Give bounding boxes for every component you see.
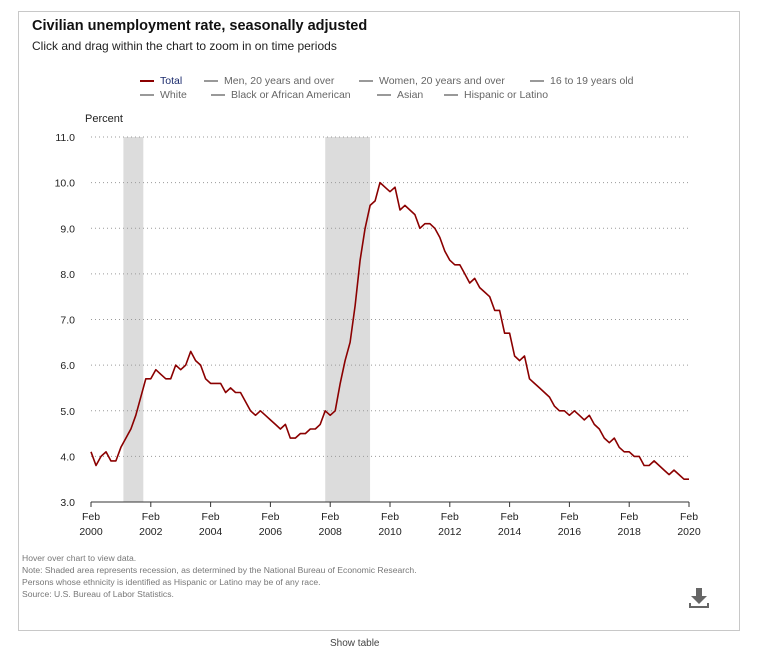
x-tick-month: Feb bbox=[321, 511, 339, 523]
y-tick-label: 10.0 bbox=[55, 178, 76, 190]
note-hover: Hover over chart to view data. bbox=[22, 553, 137, 563]
x-tick-year: 2018 bbox=[618, 526, 642, 538]
legend-item[interactable]: Black or African American bbox=[211, 89, 351, 101]
y-tick-label: 9.0 bbox=[60, 223, 75, 235]
y-tick-label: 8.0 bbox=[60, 269, 75, 281]
legend-swatch bbox=[444, 94, 458, 96]
x-tick-month: Feb bbox=[560, 511, 578, 523]
y-tick-label: 4.0 bbox=[60, 451, 75, 463]
recession-band bbox=[123, 137, 144, 502]
x-tick-year: 2000 bbox=[79, 526, 103, 538]
chart-plot[interactable]: 3.0 4.0 5.0 6.0 7.0 8.0 9.0 10.0 11.0 Percent Feb 2… bbox=[0, 0, 771, 560]
x-tick-month: Feb bbox=[261, 511, 279, 523]
legend-item[interactable]: Total bbox=[140, 75, 182, 87]
x-tick-month: Feb bbox=[501, 511, 519, 523]
x-tick-year: 2012 bbox=[438, 526, 462, 538]
legend-swatch bbox=[530, 80, 544, 82]
legend-item[interactable]: 16 to 19 years old bbox=[530, 75, 633, 87]
legend-item[interactable]: Hispanic or Latino bbox=[444, 89, 548, 101]
y-tick-label: 7.0 bbox=[60, 315, 75, 327]
note-ethnicity: Persons whose ethnicity is identified as… bbox=[22, 577, 321, 587]
x-tick-month: Feb bbox=[441, 511, 459, 523]
legend-swatch bbox=[211, 94, 225, 96]
legend-label: 16 to 19 years old bbox=[550, 75, 634, 87]
legend-swatch bbox=[359, 80, 373, 82]
download-icon[interactable] bbox=[688, 586, 710, 610]
x-tick-year: 2010 bbox=[378, 526, 402, 538]
chart-notes: Hover over chart to view data. Note: Sha… bbox=[22, 552, 417, 600]
legend-item[interactable]: Asian bbox=[377, 89, 423, 101]
legend-label: White bbox=[160, 89, 187, 101]
legend-swatch bbox=[140, 94, 154, 96]
x-tick-month: Feb bbox=[82, 511, 100, 523]
legend-swatch bbox=[204, 80, 218, 82]
x-tick-year: 2006 bbox=[259, 526, 283, 538]
legend-swatch bbox=[377, 94, 391, 96]
legend-item[interactable]: White bbox=[140, 89, 187, 101]
y-tick-label: 6.0 bbox=[60, 360, 75, 372]
chart-title: Civilian unemployment rate, seasonally a… bbox=[32, 18, 368, 34]
y-tick-label: 11.0 bbox=[55, 132, 75, 144]
legend-label: Men, 20 years and over bbox=[224, 75, 335, 87]
y-tick-label: 5.0 bbox=[60, 406, 75, 418]
x-tick-year: 2002 bbox=[139, 526, 163, 538]
x-tick-month: Feb bbox=[680, 511, 698, 523]
y-axis-label: Percent bbox=[85, 113, 123, 125]
legend-item[interactable]: Men, 20 years and over bbox=[204, 75, 334, 87]
x-tick-month: Feb bbox=[381, 511, 399, 523]
series-line-total bbox=[90, 181, 689, 481]
legend-label: Asian bbox=[397, 89, 424, 101]
x-tick-year: 2020 bbox=[677, 526, 701, 538]
x-tick-year: 2014 bbox=[498, 526, 522, 538]
legend-label: Total bbox=[160, 75, 183, 87]
legend-label: Women, 20 years and over bbox=[379, 75, 505, 87]
legend-swatch bbox=[140, 80, 154, 82]
y-tick-label: 3.0 bbox=[60, 497, 75, 509]
x-tick-month: Feb bbox=[620, 511, 638, 523]
note-shading: Note: Shaded area represents recession, … bbox=[22, 565, 417, 575]
legend-label: Hispanic or Latino bbox=[464, 89, 549, 101]
note-source: Source: U.S. Bureau of Labor Statistics. bbox=[22, 589, 174, 599]
x-tick-month: Feb bbox=[142, 511, 160, 523]
legend-label: Black or African American bbox=[231, 89, 351, 101]
legend-item[interactable]: Women, 20 years and over bbox=[359, 75, 505, 87]
x-tick-year: 2016 bbox=[558, 526, 582, 538]
chart-subtitle: Click and drag within the chart to zoom … bbox=[32, 39, 337, 53]
x-tick-year: 2008 bbox=[319, 526, 343, 538]
show-table-link[interactable]: Show table bbox=[330, 638, 380, 649]
x-tick-month: Feb bbox=[202, 511, 220, 523]
x-tick-year: 2004 bbox=[199, 526, 223, 538]
